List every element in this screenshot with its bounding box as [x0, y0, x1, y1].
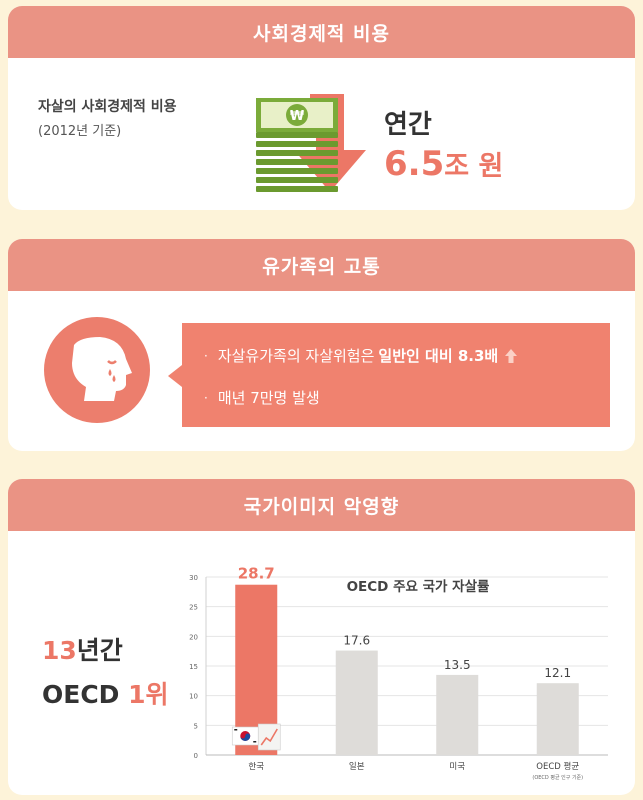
bullet-dot: · — [204, 348, 208, 363]
bar-4 — [536, 683, 579, 755]
money-stack-down-arrow-icon: ₩ — [256, 94, 366, 192]
social-cost-label: 자살의 사회경제적 비용 — [38, 99, 177, 115]
x-tick-label: OECD 평균 — [536, 761, 579, 772]
chart-title: OECD 주요 국가 자살률 — [347, 578, 490, 595]
national-image-header: 국가이미지 악영향 — [8, 479, 635, 531]
x-tick-label: 한국 — [248, 762, 264, 772]
years-number: 13 — [42, 636, 77, 665]
bar-2 — [335, 650, 378, 755]
national-image-card: 국가이미지 악영향 13년간 OECD 1위 0 5 10 15 20 25 30 OECD … — [8, 479, 635, 795]
family-risk-highlight: 일반인 대비 8.3배 — [378, 347, 499, 365]
oecd-suicide-rate-chart: 0 5 10 15 20 25 30 OECD 주요 국가 자살률 28.7 한국 17.6 일본 13… — [189, 567, 608, 781]
y-tick-label: 0 — [194, 752, 198, 760]
family-suffering-card: 유가족의 고통 · 자살유가족의 자살위험은 일반인 대비 8.3배 · 매년 … — [8, 239, 635, 451]
up-arrow-icon — [505, 348, 518, 363]
annual-label: 연간 — [384, 110, 432, 140]
family-info-bubble: · 자살유가족의 자살위험은 일반인 대비 8.3배 · 매년 7만명 발생 — [168, 323, 610, 427]
family-count-text: 매년 7만명 발생 — [217, 389, 320, 407]
y-tick-label: 20 — [189, 633, 198, 641]
y-tick-label: 10 — [189, 693, 198, 701]
y-tick-label: 5 — [194, 722, 198, 730]
family-suffering-header: 유가족의 고통 — [8, 239, 635, 291]
data-label: 28.7 — [238, 567, 275, 583]
bar-3 — [436, 674, 479, 755]
family-count-line: · 매년 7만명 발생 — [204, 387, 320, 408]
y-tick-label: 15 — [189, 663, 198, 671]
social-cost-sublabel: (2012년 기준) — [38, 124, 122, 139]
crying-face-icon — [44, 317, 150, 423]
korea-flag-rising-chart-icon — [231, 723, 281, 751]
data-label: 13.5 — [444, 658, 471, 672]
social-cost-header: 사회경제적 비용 — [8, 6, 635, 58]
years-text: 13년간 — [42, 631, 123, 667]
annual-value: 6.5조 원 — [384, 144, 503, 184]
rank-prefix: OECD — [42, 680, 129, 709]
data-label: 12.1 — [544, 666, 571, 680]
x-tick-label: 미국 — [449, 762, 465, 772]
social-cost-card: 사회경제적 비용 자살의 사회경제적 비용 (2012년 기준) ₩ 연간 6.… — [8, 6, 635, 210]
data-label: 17.6 — [343, 634, 370, 648]
y-tick-label: 25 — [189, 604, 198, 612]
annual-value-number: 6.5 — [384, 144, 445, 184]
family-risk-prefix: 자살유가족의 자살위험은 — [217, 347, 375, 365]
annual-value-unit: 조 원 — [444, 151, 504, 182]
family-risk-line: · 자살유가족의 자살위험은 일반인 대비 8.3배 — [204, 345, 518, 366]
bullet-dot: · — [204, 390, 208, 405]
rank-value: 1위 — [128, 680, 169, 709]
x-tick-label: 일본 — [349, 762, 365, 772]
svg-text:₩: ₩ — [290, 109, 305, 124]
rank-text: OECD 1위 — [42, 675, 169, 711]
years-suffix: 년간 — [76, 636, 123, 665]
y-tick-label: 30 — [189, 574, 198, 582]
x-tick-note: (OECD 평균 인구 기준) — [532, 774, 583, 781]
